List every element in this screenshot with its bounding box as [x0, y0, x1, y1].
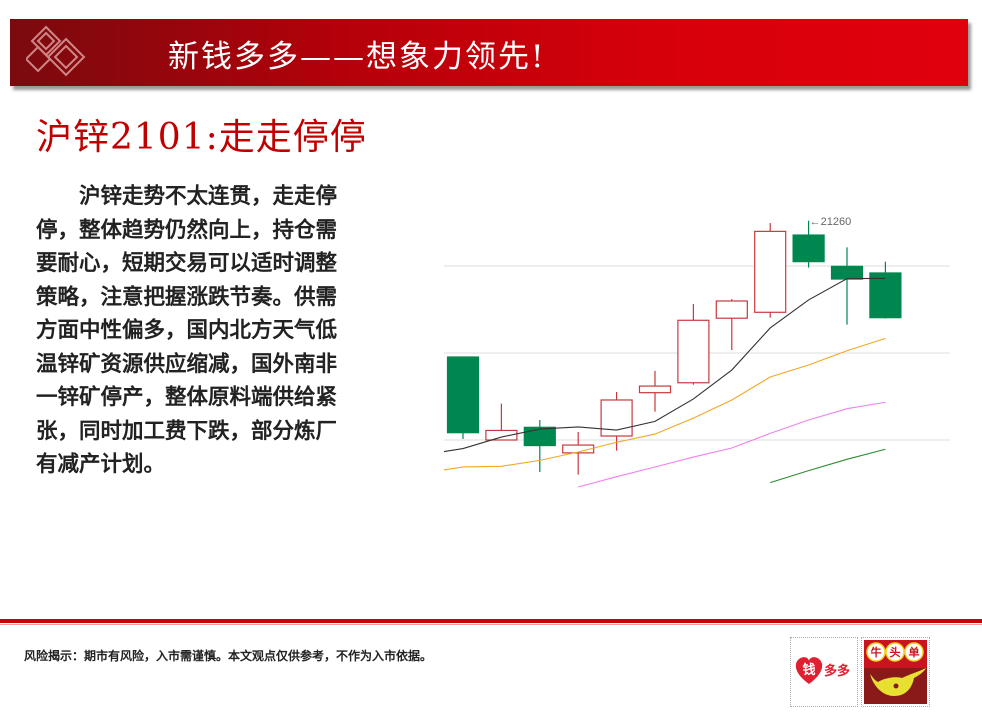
diamond-pattern-icon	[26, 25, 86, 77]
paragraph-line: 停，整体趋势仍然向上，持仓需	[36, 217, 338, 243]
page-title: 沪锌2101:走走停停	[36, 117, 367, 158]
paragraph-line: 策略，注意把握涨跌节奏。供需	[36, 284, 338, 310]
svg-text:多多: 多多	[824, 663, 850, 679]
paragraph-line: 有减产计划。	[36, 452, 166, 477]
candlestick-chart: ←21260	[443, 216, 950, 488]
bull-head-icon: 牛头单	[864, 640, 928, 704]
high-annotation: ←21260	[810, 216, 852, 228]
candle-down	[830, 265, 864, 280]
footer-divider	[0, 619, 982, 623]
candle-up	[677, 319, 710, 384]
candle-up	[485, 429, 518, 441]
moving-average-line	[443, 277, 886, 453]
candle-down	[869, 272, 902, 319]
paragraph-line: 一锌矿停产，整体原料端供给紧	[36, 385, 338, 410]
moving-average-line	[770, 448, 886, 484]
candle-up	[715, 300, 748, 319]
paragraph-line: 温锌矿资源供应缩减，国外南非	[36, 351, 338, 377]
candle-up	[562, 444, 595, 454]
candle-up	[754, 230, 787, 313]
candle-down	[446, 356, 480, 434]
moving-average-line	[578, 401, 886, 488]
candle-down	[523, 426, 556, 447]
banner-title: 新钱多多——想象力领先!	[168, 39, 546, 75]
logo2-text: 牛头单	[871, 645, 928, 659]
header-banner: 新钱多多——想象力领先!	[10, 19, 968, 86]
paragraph-line: 要耐心，短期交易可以适时调整	[36, 251, 338, 276]
paragraph-line: 沪锌走势不太连贯，走走停	[36, 184, 338, 209]
footer-divider-thin	[0, 624, 982, 625]
paragraph-line: 张，同时加工费下跌，部分炼厂	[36, 418, 338, 444]
paragraph-line: 方面中性偏多，国内北方天气低	[36, 318, 338, 343]
heart-icon: 钱 多多	[795, 657, 850, 684]
risk-disclaimer: 风险揭示：期市有风险，入市需谨慎。本文观点仅供参考，不作为入市依据。	[24, 649, 433, 663]
qianduoduo-logo: 钱 多多	[790, 637, 858, 707]
analysis-paragraph: 沪锌走势不太连贯，走走停 停，整体趋势仍然向上，持仓需 要耐心，短期交易可以适时…	[36, 180, 416, 482]
candle-up	[638, 385, 672, 394]
niutoudan-logo: 牛头单	[861, 637, 930, 707]
candle-down	[792, 234, 825, 263]
svg-text:钱: 钱	[802, 662, 815, 678]
moving-average-line	[443, 337, 886, 471]
